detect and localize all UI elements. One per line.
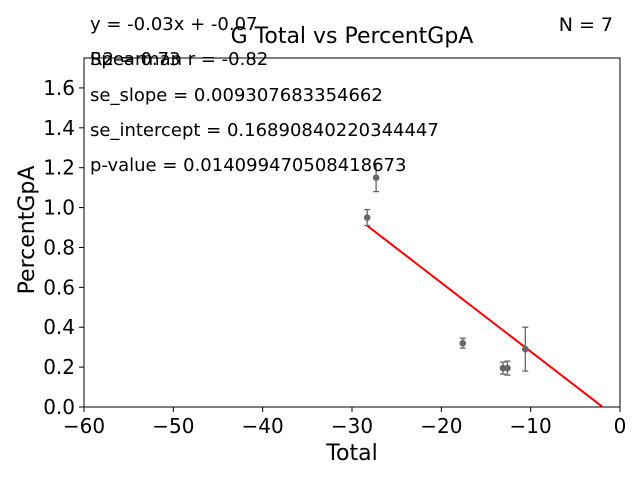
y-tick-label: 1.0 [43,196,75,220]
annotation-se-slope: se_slope = 0.009307683354662 [90,85,383,106]
annotation-equation: y = -0.03x + -0.07 [90,14,258,35]
x-axis-label: Total [325,441,377,466]
data-point [522,326,529,372]
x-tick-label: −10 [510,414,552,438]
x-tick-label: −20 [420,414,462,438]
y-tick-label: 0.8 [43,235,75,259]
fit-layer [366,224,603,408]
point-marker [363,214,371,221]
y-axis-ticks: 0.0 0.2 0.4 0.6 0.8 1.0 1.2 1.4 1.6 [43,76,84,419]
annotation-n: N = 7 [559,14,613,36]
x-tick-label: −30 [331,414,373,438]
y-tick-label: 0.6 [43,275,75,299]
y-axis-label: PercentGpA [15,166,40,295]
data-point [372,163,380,193]
annotation-se-intercept: se_intercept = 0.16890840220344447 [90,120,439,141]
x-tick-label: 0 [614,414,627,438]
data-point [459,337,467,349]
point-marker [372,174,380,181]
y-tick-label: 1.2 [43,156,75,180]
annotation-p-value: p-value = 0.014099470508418673 [90,155,406,176]
point-marker [504,364,511,372]
data-point [363,208,371,227]
x-tick-label: −40 [242,414,284,438]
data-point [504,360,511,376]
y-tick-label: 1.6 [43,76,75,100]
point-marker [459,339,467,347]
y-tick-label: 1.4 [43,116,75,140]
y-tick-label: 0.0 [43,395,75,419]
annotation-r2: R2 = 0.73 [90,49,181,70]
x-tick-label: −60 [63,414,105,438]
y-tick-label: 0.4 [43,315,75,339]
data-points [363,163,529,376]
y-tick-label: 0.2 [43,355,75,379]
annotation-spearman: Spearman r = -0.82 [90,49,268,70]
point-marker [522,345,529,353]
regression-line [366,224,603,408]
x-tick-label: −50 [152,414,194,438]
chart-title: G Total vs PercentGpA [231,24,474,49]
x-axis-ticks: −60 −50 −40 −30 −20 −10 0 [63,407,626,438]
